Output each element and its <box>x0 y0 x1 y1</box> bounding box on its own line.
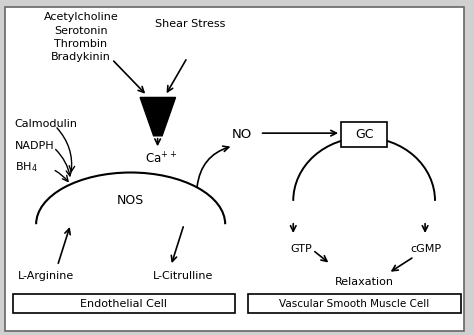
Text: Endothelial Cell: Endothelial Cell <box>80 298 167 309</box>
Text: Serotonin: Serotonin <box>54 26 108 36</box>
Text: Calmodulin: Calmodulin <box>15 119 78 129</box>
Text: Ca$^{++}$: Ca$^{++}$ <box>146 151 177 167</box>
Bar <box>341 122 387 147</box>
Text: GC: GC <box>355 128 374 141</box>
Text: Thrombin: Thrombin <box>55 39 108 49</box>
Text: NADPH: NADPH <box>15 141 55 151</box>
Bar <box>248 294 461 313</box>
Text: L-Citrulline: L-Citrulline <box>153 271 213 281</box>
Bar <box>12 294 235 313</box>
Text: NO: NO <box>232 128 252 141</box>
Text: Relaxation: Relaxation <box>335 277 394 287</box>
Text: Acetylcholine: Acetylcholine <box>44 12 118 22</box>
Text: Shear Stress: Shear Stress <box>155 19 225 29</box>
Text: GTP: GTP <box>290 244 312 254</box>
Text: Bradykinin: Bradykinin <box>51 52 111 62</box>
Text: L-Arginine: L-Arginine <box>18 271 74 281</box>
Text: NOS: NOS <box>117 194 144 207</box>
Text: Vascular Smooth Muscle Cell: Vascular Smooth Muscle Cell <box>279 298 429 309</box>
Polygon shape <box>140 97 175 136</box>
Text: BH$_4$: BH$_4$ <box>15 160 37 175</box>
Text: cGMP: cGMP <box>410 244 442 254</box>
